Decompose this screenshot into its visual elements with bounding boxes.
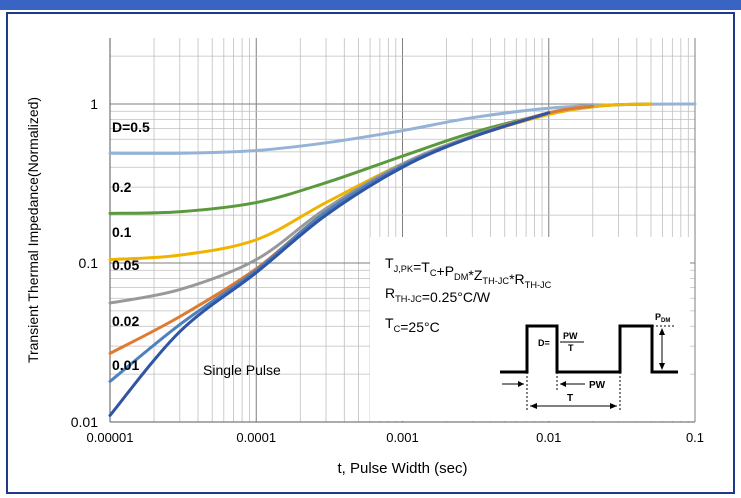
series-line-6 [108,111,551,417]
pdm-arrowhead [659,363,665,370]
t-arrowhead [530,403,537,409]
x-tick-label: 0.00001 [87,430,134,445]
series-group [108,102,697,417]
figure-border [6,12,735,494]
pulse-waveform [500,324,678,374]
x-tick-label: 0.1 [686,430,704,445]
duty-numerator: PW [563,331,578,341]
duty-denominator: T [568,343,574,353]
y-tick-label: 1 [90,96,98,112]
annotation-box [370,237,690,421]
x-tick-label: 0.001 [386,430,419,445]
pdm-arrowhead [659,328,665,335]
curve-label: 0.2 [112,179,132,195]
pw-arrowhead [560,381,566,387]
y-tick-label: 0.01 [71,414,98,430]
x-tick-label: 0.0001 [236,430,276,445]
equation-rth: RTH-JC=0.25°C/W [385,285,491,305]
curve-label: 0.01 [112,357,139,373]
pw-label: PW [589,380,606,391]
x-axis-label: t, Pulse Width (sec) [337,460,467,477]
duty-label: D= [538,338,550,348]
single-pulse-label: Single Pulse [203,362,281,378]
equation-tj: TJ,PK=TC+PDM*ZTH-JC*RTH-JC [385,255,552,290]
t-label: T [567,393,573,404]
t-arrowhead [610,403,617,409]
pw-arrowhead [518,381,524,387]
curve-label: D=0.5 [112,119,150,135]
curve-label: 0.02 [112,313,139,329]
curve-label: 0.1 [112,224,132,240]
curve-label: 0.05 [112,257,139,273]
y-axis-label: Transient Thermal Impedance(Normalized) [25,97,41,363]
equation-tc: TC=25°C [385,315,440,335]
y-tick-label: 0.1 [79,255,99,271]
x-tick-label: 0.01 [536,430,561,445]
figure-top-bar [0,0,741,10]
